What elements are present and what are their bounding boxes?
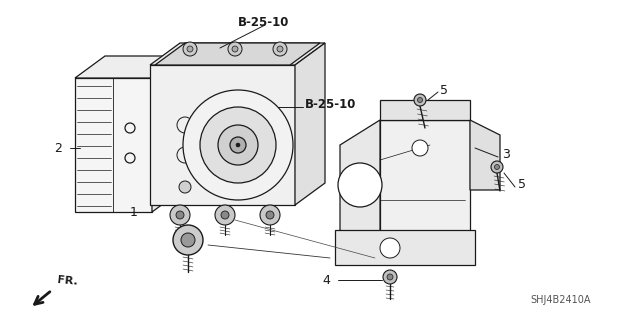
Polygon shape bbox=[75, 78, 152, 212]
Circle shape bbox=[218, 125, 258, 165]
Text: SHJ4B2410A: SHJ4B2410A bbox=[530, 295, 591, 305]
Circle shape bbox=[338, 163, 382, 207]
Polygon shape bbox=[150, 65, 295, 205]
Text: B-25-10: B-25-10 bbox=[238, 16, 289, 28]
Circle shape bbox=[491, 161, 503, 173]
Polygon shape bbox=[340, 120, 380, 255]
Circle shape bbox=[277, 46, 283, 52]
Circle shape bbox=[380, 238, 400, 258]
Text: 3: 3 bbox=[502, 149, 510, 161]
Circle shape bbox=[215, 205, 235, 225]
Text: 5: 5 bbox=[440, 84, 448, 97]
Text: B-25-10: B-25-10 bbox=[305, 99, 356, 112]
Circle shape bbox=[273, 42, 287, 56]
Polygon shape bbox=[75, 56, 182, 78]
Circle shape bbox=[176, 211, 184, 219]
Text: 2: 2 bbox=[54, 142, 62, 154]
Circle shape bbox=[383, 270, 397, 284]
Circle shape bbox=[170, 205, 190, 225]
Circle shape bbox=[183, 90, 293, 200]
Circle shape bbox=[219, 181, 231, 193]
Text: 4: 4 bbox=[322, 273, 330, 286]
Circle shape bbox=[417, 98, 422, 102]
Circle shape bbox=[414, 94, 426, 106]
Text: FR.: FR. bbox=[57, 275, 78, 287]
Circle shape bbox=[187, 46, 193, 52]
Circle shape bbox=[266, 211, 274, 219]
Circle shape bbox=[260, 205, 280, 225]
Polygon shape bbox=[152, 56, 182, 212]
Polygon shape bbox=[295, 43, 325, 205]
Polygon shape bbox=[155, 43, 320, 65]
Polygon shape bbox=[380, 100, 470, 120]
Circle shape bbox=[387, 274, 393, 280]
Circle shape bbox=[495, 165, 499, 169]
Polygon shape bbox=[380, 120, 470, 255]
Circle shape bbox=[228, 42, 242, 56]
Polygon shape bbox=[470, 120, 500, 190]
Circle shape bbox=[221, 211, 229, 219]
Text: 1: 1 bbox=[130, 206, 138, 219]
Polygon shape bbox=[150, 43, 325, 65]
Circle shape bbox=[179, 181, 191, 193]
Circle shape bbox=[200, 107, 276, 183]
Circle shape bbox=[181, 233, 195, 247]
Circle shape bbox=[232, 46, 238, 52]
Circle shape bbox=[412, 140, 428, 156]
Polygon shape bbox=[335, 230, 475, 265]
Text: 5: 5 bbox=[518, 179, 526, 191]
Circle shape bbox=[183, 42, 197, 56]
Circle shape bbox=[230, 137, 246, 153]
Circle shape bbox=[236, 143, 240, 147]
Circle shape bbox=[173, 225, 203, 255]
